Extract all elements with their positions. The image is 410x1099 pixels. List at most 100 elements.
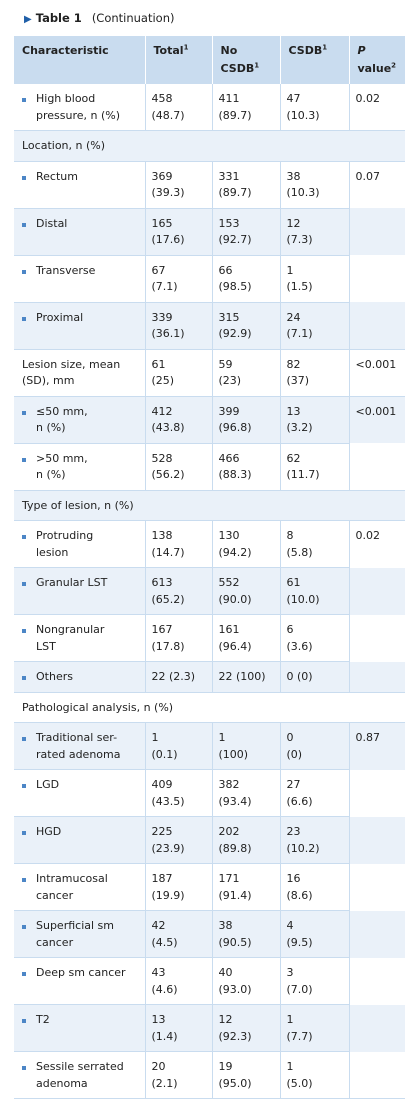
bullet-icon xyxy=(22,316,26,321)
cell-csdb-value: (10.3) xyxy=(286,186,320,199)
cell-no-csdb: 466 (88.3) xyxy=(212,443,281,491)
section-label: Location, n (%) xyxy=(14,130,405,162)
cell-no-csdb-value: (93.0) xyxy=(218,982,252,996)
table-row: Deep sm cancer 43 (4.6) 40 (93.0) 3 (7.0) xyxy=(14,957,405,1005)
cell-total-value: (39.3) xyxy=(151,186,185,199)
characteristic-label: Granular LST xyxy=(20,575,139,592)
cell-csdb: 4 (9.5) xyxy=(280,910,350,958)
bullet-icon xyxy=(22,831,26,835)
cell-characteristic: Superficial sm cancer xyxy=(14,910,146,958)
cell-characteristic: Traditional ser-rated adenoma xyxy=(14,722,146,770)
cell-total-value: (43.5) xyxy=(151,794,185,808)
cell-csdb: 6 (3.6) xyxy=(280,614,350,662)
cell-no-csdb-value: (92.9) xyxy=(218,327,252,340)
cell-no-csdb-value: 22 (100) xyxy=(218,670,266,683)
table-caption: ▶ Table 1 (Continuation) xyxy=(24,11,175,25)
table-row: Sessile serrated adenoma 20 (2.1) 19 (95.0) 1 (… xyxy=(14,1051,405,1099)
cell-csdb: 1 (5.0) xyxy=(280,1051,350,1099)
cell-csdb: 16 (8.6) xyxy=(280,863,350,911)
cell-no-csdb: 66 (98.5) xyxy=(212,255,281,303)
cell-p-value: 0.07 xyxy=(349,161,405,208)
label-line: Others xyxy=(36,670,73,683)
table-row: T2 13 (1.4) 12 (92.3) 1 (7.7) xyxy=(14,1004,405,1052)
cell-csdb-value: 27 xyxy=(286,778,301,791)
cell-no-csdb-value: 411 xyxy=(218,92,240,105)
cell-total-value: 67 xyxy=(151,263,166,277)
cell-no-csdb-value: 202 xyxy=(218,825,240,838)
cell-total: 22 (2.3) xyxy=(145,661,213,693)
cell-total-value: (56.2) xyxy=(151,468,185,481)
cell-csdb-value: (7.0) xyxy=(286,982,313,996)
cell-total: 225 (23.9) xyxy=(145,816,213,864)
cell-no-csdb: 171 (91.4) xyxy=(212,863,281,911)
cell-p-value xyxy=(349,567,405,615)
cell-total-value: 409 xyxy=(151,778,173,791)
cell-csdb: 13 (3.2) xyxy=(280,396,350,444)
cell-p-value: 0.87 xyxy=(349,722,405,770)
cell-no-csdb: 399 (96.8) xyxy=(212,396,281,444)
cell-csdb-value: (10.2) xyxy=(286,841,320,855)
cell-p-value xyxy=(349,661,405,693)
bullet-icon xyxy=(22,98,26,102)
cell-p-value xyxy=(349,958,405,1005)
cell-csdb-value: 0 xyxy=(286,731,294,744)
label-line: Intramucosal xyxy=(36,872,108,885)
bullet-icon xyxy=(22,582,26,586)
label-line: Rectum xyxy=(36,169,78,183)
cell-no-csdb-value: (89.8) xyxy=(218,841,252,855)
label-line: Sessile serrated xyxy=(36,1060,124,1073)
cell-total-value: 43 xyxy=(151,966,166,979)
label-line: rated adenoma xyxy=(36,747,121,761)
label-line: Nongranular xyxy=(36,623,105,636)
bullet-icon xyxy=(22,878,26,882)
table-row: Superficial sm cancer 42 (4.5) 38 (90.5) 4 (9.5… xyxy=(14,910,405,958)
cell-p-value-value: 0.87 xyxy=(355,731,381,744)
cell-no-csdb-value: (88.3) xyxy=(218,468,252,481)
table-row: Traditional ser-rated adenoma 1 (0.1) 1 (100… xyxy=(14,722,405,770)
cell-total-value: 61 xyxy=(151,357,166,371)
cell-characteristic: LGD xyxy=(14,769,146,817)
cell-csdb-value: (7.1) xyxy=(286,327,313,340)
label-line: cancer xyxy=(36,888,74,902)
cell-total-value: 167 xyxy=(151,623,173,636)
cell-csdb: 1 (7.7) xyxy=(280,1004,350,1052)
cell-characteristic: Transverse xyxy=(14,255,146,303)
cell-no-csdb-value: 1 xyxy=(218,731,226,744)
label-line: ≤50 mm, xyxy=(36,404,88,418)
cell-csdb-value: 23 xyxy=(286,825,301,838)
cell-characteristic: Lesion size, mean (SD), mm xyxy=(14,349,146,397)
cell-total-value: (19.9) xyxy=(151,888,185,902)
cell-csdb-value: 47 xyxy=(286,92,301,105)
cell-p-value xyxy=(349,816,405,864)
characteristic-label: Sessile serrated adenoma xyxy=(20,1059,139,1092)
header-no-csdb: No CSDB1 xyxy=(212,36,281,84)
cell-csdb: 62 (11.7) xyxy=(280,443,350,491)
cell-p-value xyxy=(349,615,405,662)
cell-characteristic: Protruding lesion xyxy=(14,520,146,568)
cell-total-value: (0.1) xyxy=(151,747,178,761)
cell-no-csdb-value: (90.5) xyxy=(218,935,252,949)
cell-total: 409 (43.5) xyxy=(145,769,213,817)
cell-csdb-value: (5.8) xyxy=(286,545,313,559)
characteristic-label: Lesion size, mean (SD), mm xyxy=(20,357,139,390)
cell-csdb-value: 6 xyxy=(286,623,294,636)
characteristic-label: >50 mm, n (%) xyxy=(20,451,139,484)
cell-csdb-value: 82 xyxy=(286,357,301,371)
bullet-icon xyxy=(22,1066,26,1070)
cell-no-csdb-value: 331 xyxy=(218,169,240,183)
cell-total-value: 458 xyxy=(151,92,173,105)
cell-characteristic: Proximal xyxy=(14,302,146,350)
table-body: High blood pressure, n (%) 458 (48.7) 411 (89… xyxy=(14,84,405,1099)
cell-csdb-value: (7.3) xyxy=(286,233,313,246)
characteristic-label: Proximal xyxy=(20,310,139,327)
cell-characteristic: Intramucosal cancer xyxy=(14,863,146,911)
cell-characteristic: Others xyxy=(14,661,146,693)
cell-characteristic: High blood pressure, n (%) xyxy=(14,84,146,131)
cell-total-value: 42 xyxy=(151,919,166,932)
cell-total: 528 (56.2) xyxy=(145,443,213,491)
cell-no-csdb: 202 (89.8) xyxy=(212,816,281,864)
cell-no-csdb-value: 130 xyxy=(218,529,240,542)
cell-total-value: (17.8) xyxy=(151,639,185,653)
label-line: adenoma xyxy=(36,1076,88,1090)
cell-csdb-value: 1 xyxy=(286,1060,294,1073)
